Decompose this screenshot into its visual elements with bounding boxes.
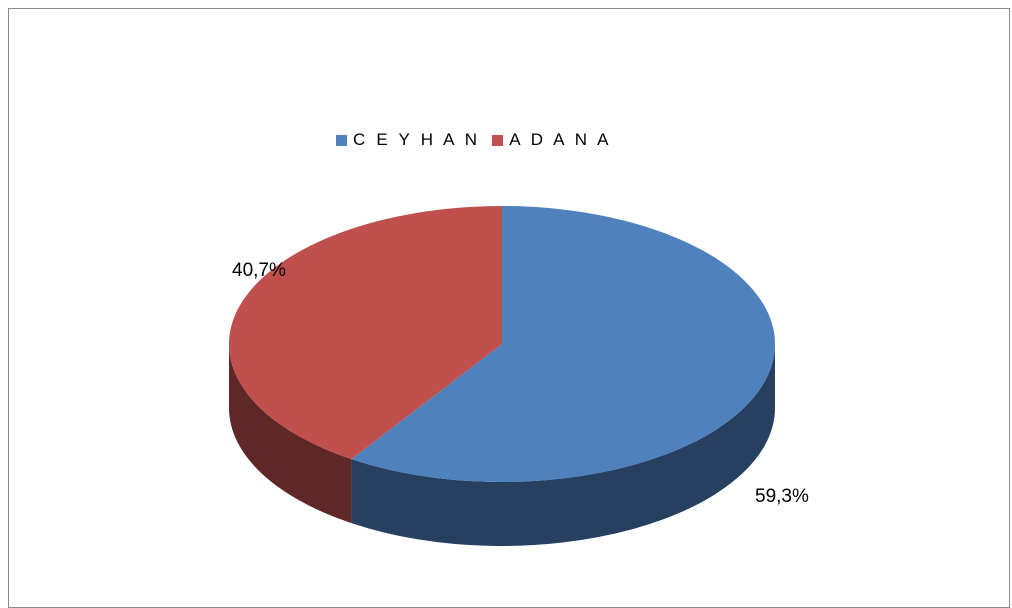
pie-side-adana bbox=[229, 344, 352, 524]
legend-item-ceyhan: C E Y H A N bbox=[336, 130, 480, 150]
data-label-ceyhan: 59,3% bbox=[755, 486, 809, 507]
data-label-adana: 40,7% bbox=[232, 260, 286, 281]
legend-item-adana: A D A N A bbox=[492, 130, 612, 150]
pie-slice-adana bbox=[229, 206, 503, 460]
pie-slice-ceyhan bbox=[351, 206, 775, 483]
legend: C E Y H A N A D A N A bbox=[336, 128, 624, 152]
legend-label-adana: A D A N A bbox=[509, 130, 612, 149]
legend-swatch-ceyhan bbox=[336, 134, 347, 146]
legend-label-ceyhan: C E Y H A N bbox=[353, 130, 481, 149]
pie-side-ceyhan bbox=[351, 344, 775, 546]
legend-swatch-adana bbox=[492, 134, 504, 146]
